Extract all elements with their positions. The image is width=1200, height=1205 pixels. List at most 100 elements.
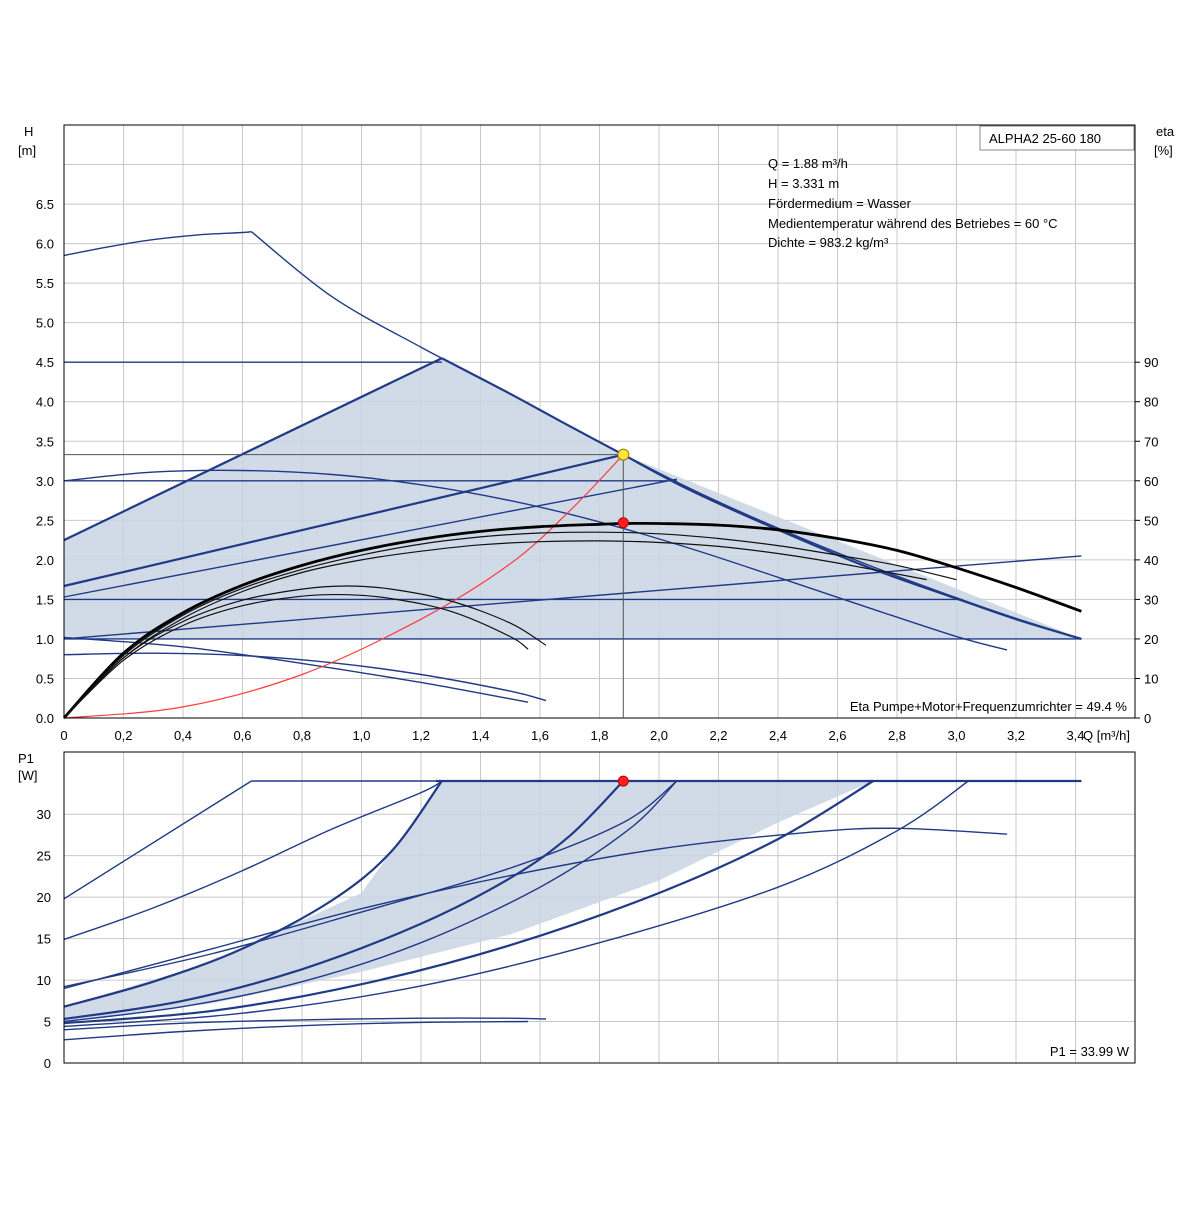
y-tick-label: 2.5 <box>36 513 54 528</box>
info-block: Q = 1.88 m³/h H = 3.331 m Fördermedium =… <box>768 156 1058 250</box>
y2-tick-label: 80 <box>1144 395 1158 410</box>
y-tick-label: 6.0 <box>36 237 54 252</box>
info-density: Dichte = 983.2 kg/m³ <box>768 235 889 250</box>
power-curve-2 <box>63 780 443 941</box>
chart-title: ALPHA2 25-60 180 <box>989 131 1101 146</box>
info-temperature: Medientemperatur während des Betriebes =… <box>768 216 1058 231</box>
power-curve-5 <box>63 780 625 1021</box>
head-curve-6 <box>441 357 1082 640</box>
p1-tick-label: 0 <box>44 1056 51 1071</box>
head-curve-14 <box>63 454 624 719</box>
eta-label: Eta Pumpe+Motor+Frequenzumrichter = 49.4… <box>850 699 1128 714</box>
y2-tick-label: 70 <box>1144 434 1158 449</box>
head-operating-marker <box>617 448 630 461</box>
head-curve-16 <box>63 540 927 719</box>
p1-tick-label: 25 <box>37 849 51 864</box>
info-flow: Q = 1.88 m³/h <box>768 156 848 171</box>
head-curve-8 <box>63 478 677 598</box>
y-tick-label: 6.5 <box>36 197 54 212</box>
head-curve-11 <box>63 469 1008 651</box>
p1-tick-label: 15 <box>37 932 51 947</box>
y-tick-label: 3.0 <box>36 474 54 489</box>
head-series-group <box>62 231 1082 719</box>
power-region <box>64 781 1082 1022</box>
head-curve-5 <box>63 357 443 542</box>
head-curve-17 <box>63 531 957 719</box>
power-series-group <box>63 779 1082 1041</box>
head-plot-frame <box>63 124 1136 719</box>
power-curve-11 <box>63 1017 547 1031</box>
x-tick-label: 2,6 <box>828 728 846 743</box>
head-curve-19 <box>63 593 529 719</box>
p1-axis-unit: P1 <box>18 751 34 766</box>
x-axis-label: Q [m³/h] <box>1083 728 1130 743</box>
p1-tick-label: 5 <box>44 1015 51 1030</box>
x-tick-label: 3,0 <box>947 728 965 743</box>
power-curve-8 <box>63 780 969 1028</box>
x-tick-label: 0,4 <box>174 728 192 743</box>
info-head: H = 3.331 m <box>768 176 839 191</box>
head-curve-7 <box>63 453 624 588</box>
power-plot-frame <box>63 751 1136 1064</box>
power-tick-labels: 0 5 10 15 20 25 30 <box>37 807 51 1071</box>
x-tick-label: 2,0 <box>650 728 668 743</box>
x-tick-label: 2,2 <box>709 728 727 743</box>
y-tick-label: 3.5 <box>36 434 54 449</box>
power-curve-3 <box>63 780 443 1008</box>
y2-tick-label: 20 <box>1144 632 1158 647</box>
x-tick-label: 0,6 <box>233 728 251 743</box>
x-tick-label: 2,4 <box>769 728 787 743</box>
y-tick-label: 4.0 <box>36 395 54 410</box>
y-axis-unit: H <box>24 124 33 139</box>
power-operating-marker <box>617 775 629 787</box>
head-curve-0 <box>63 231 252 257</box>
info-medium: Fördermedium = Wasser <box>768 196 912 211</box>
x-tick-label: 1,6 <box>531 728 549 743</box>
y2-tick-label: 0 <box>1144 711 1151 726</box>
head-curve-15 <box>62 521 1082 719</box>
y2-tick-label: 40 <box>1144 553 1158 568</box>
y2-axis-unit: eta <box>1156 124 1175 139</box>
y-tick-label: 1.0 <box>36 632 54 647</box>
y-tick-label: 5.5 <box>36 276 54 291</box>
y-tick-label: 2.0 <box>36 553 54 568</box>
y-axis-bracket: [m] <box>18 143 36 158</box>
x-tick-label: 1,2 <box>412 728 430 743</box>
y-tick-label: 1.5 <box>36 592 54 607</box>
x-tick-label: 2,8 <box>888 728 906 743</box>
y2-tick-label: 90 <box>1144 355 1158 370</box>
p1-label: P1 = 33.99 W <box>1050 1044 1130 1059</box>
p1-tick-label: 30 <box>37 807 51 822</box>
operating-markers <box>617 448 630 787</box>
x-tick-label: 1,4 <box>471 728 489 743</box>
power-curve-9 <box>63 780 678 988</box>
title-box <box>979 125 1135 151</box>
p1-tick-label: 10 <box>37 973 51 988</box>
y2-tick-label: 10 <box>1144 671 1158 686</box>
x-tick-label: 3,2 <box>1007 728 1025 743</box>
power-curve-10 <box>63 827 1008 990</box>
x-tick-label: 0 <box>60 728 67 743</box>
y2-tick-label: 60 <box>1144 474 1158 489</box>
power-curve-7 <box>63 780 874 1025</box>
power-curve-0 <box>63 780 252 900</box>
y2-axis-bracket: [%] <box>1154 143 1173 158</box>
power-operating-region <box>64 781 1082 1022</box>
x-tick-label: 1,8 <box>590 728 608 743</box>
x-tick-label: 1,0 <box>352 728 370 743</box>
power-curve-6 <box>63 780 678 1023</box>
y-tick-label: 0.5 <box>36 671 54 686</box>
x-tick-label: 3,4 <box>1066 728 1084 743</box>
p1-axis-bracket: [W] <box>18 768 38 783</box>
y2-tick-label: 30 <box>1144 592 1158 607</box>
eta-operating-marker <box>617 517 629 529</box>
p1-tick-label: 20 <box>37 890 51 905</box>
head-curve-10 <box>63 555 1082 640</box>
power-curve-12 <box>63 1020 529 1041</box>
x-tick-label: 0,2 <box>114 728 132 743</box>
y2-tick-label: 50 <box>1144 513 1158 528</box>
head-curve-18 <box>63 585 547 719</box>
y-tick-label: 0.0 <box>36 711 54 726</box>
